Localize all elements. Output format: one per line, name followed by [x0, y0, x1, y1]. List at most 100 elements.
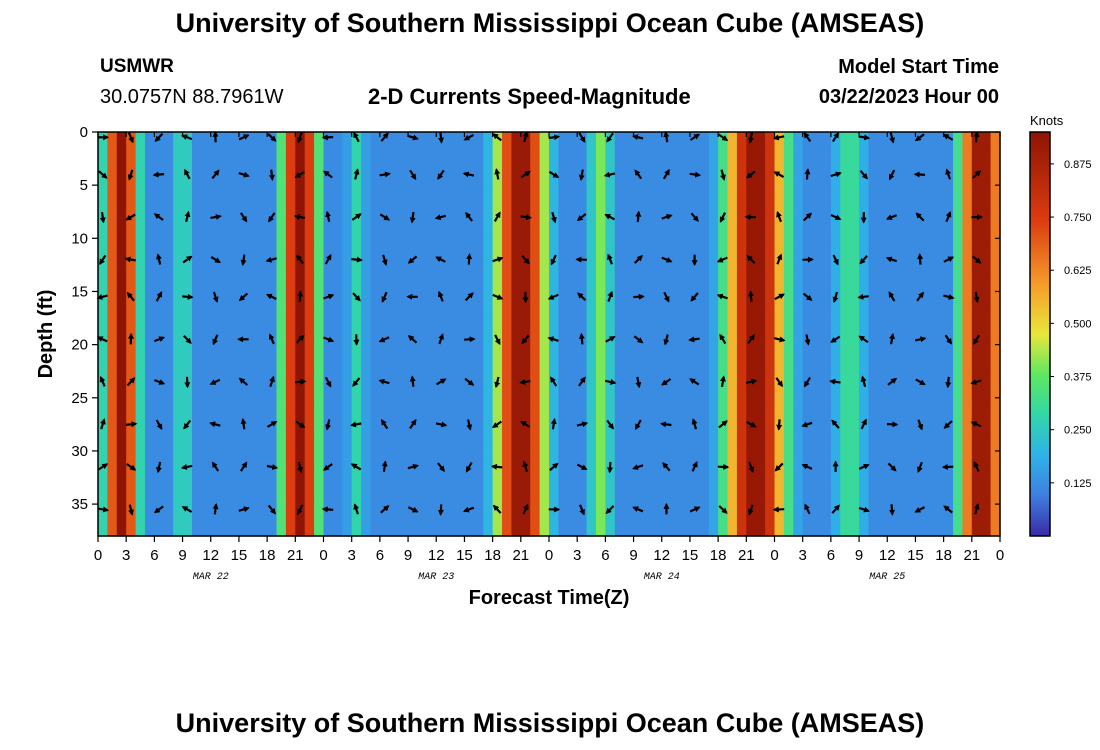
heat-cell — [229, 365, 240, 378]
heat-cell — [417, 376, 428, 388]
heat-cell — [868, 185, 879, 197]
heat-cell — [774, 472, 785, 484]
heat-cell — [567, 259, 578, 271]
heat-cell — [661, 387, 672, 399]
heat-cell — [699, 174, 710, 186]
heat-cell — [351, 525, 362, 537]
heat-cell — [173, 504, 184, 516]
heat-cell — [896, 259, 907, 271]
current-vector-arrow — [831, 131, 840, 143]
current-vector-arrow — [915, 212, 925, 222]
heat-cell — [323, 344, 334, 356]
heat-cell — [398, 195, 409, 208]
heat-cell — [605, 163, 616, 176]
heat-cell — [107, 397, 118, 410]
heat-cell — [746, 450, 757, 463]
heat-cell — [567, 291, 578, 303]
heat-cell — [830, 280, 841, 293]
heat-cell — [699, 429, 710, 441]
heat-cell — [436, 227, 447, 239]
heat-cell — [783, 355, 794, 367]
station-coordinates: 30.0757N 88.7961W — [100, 86, 284, 108]
heat-cell — [812, 334, 823, 346]
heat-cell — [765, 174, 776, 186]
x-tick-label: 9 — [629, 547, 637, 564]
heat-cell — [173, 514, 184, 526]
heat-cell — [267, 365, 278, 378]
current-vector-arrow — [321, 506, 334, 513]
heat-cell — [802, 525, 813, 537]
heat-cell — [398, 514, 409, 526]
heat-cell — [906, 472, 917, 484]
heat-cell — [896, 504, 907, 516]
heat-cell — [304, 142, 315, 154]
heat-cell — [953, 248, 964, 261]
heat-cell — [906, 334, 917, 346]
heat-cell — [126, 259, 137, 271]
heat-cell — [990, 238, 1001, 250]
current-vector-arrow — [297, 461, 304, 474]
heat-cell — [370, 408, 381, 420]
heat-cell — [464, 482, 475, 495]
heat-cell — [990, 525, 1001, 537]
heat-cell — [238, 429, 249, 441]
heat-cell — [624, 429, 635, 441]
heat-cell — [173, 450, 184, 463]
heat-cell — [267, 185, 278, 197]
heat-cell — [971, 302, 982, 314]
heat-cell — [295, 514, 306, 526]
heat-cell — [849, 504, 860, 516]
heat-cell — [934, 472, 945, 484]
heat-cell — [257, 440, 268, 452]
heat-cell — [220, 206, 231, 218]
heat-cell — [746, 482, 757, 495]
heat-cell — [520, 206, 531, 218]
heat-cell — [624, 195, 635, 208]
heat-cell — [990, 163, 1001, 176]
heat-cell — [567, 408, 578, 420]
x-tick-label: 12 — [653, 547, 670, 564]
x-tick-label: 15 — [682, 547, 699, 564]
heat-cell — [163, 376, 174, 388]
heat-cell — [802, 312, 813, 324]
current-vector-arrow — [409, 169, 417, 181]
heat-cell — [455, 132, 466, 144]
heat-cell — [689, 323, 700, 335]
heat-cell — [539, 461, 550, 473]
heat-cell — [689, 493, 700, 505]
heat-cell — [483, 397, 494, 410]
current-vector-arrow — [804, 168, 811, 180]
heat-cell — [276, 355, 287, 367]
heat-cell — [417, 227, 428, 239]
heat-cell — [238, 472, 249, 484]
heat-cell — [746, 312, 757, 324]
heat-cell — [765, 291, 776, 303]
heat-cell — [981, 355, 992, 367]
heat-cell — [614, 525, 625, 537]
heat-cell — [830, 174, 841, 186]
heat-cell — [840, 312, 851, 324]
heat-cell — [473, 174, 484, 186]
heat-cell — [830, 142, 841, 154]
heat-cell — [314, 344, 325, 356]
heat-cell — [840, 514, 851, 526]
heat-cell — [840, 302, 851, 314]
heat-cell — [530, 259, 541, 271]
heat-cell — [793, 248, 804, 261]
heat-cell — [934, 493, 945, 505]
heat-cell — [229, 376, 240, 388]
heat-cell — [492, 514, 503, 526]
heat-cell — [718, 185, 729, 197]
heat-cell — [727, 493, 738, 505]
heat-cell — [924, 323, 935, 335]
heat-cell — [549, 397, 559, 410]
heat-cell — [502, 227, 513, 239]
heat-cell — [549, 440, 559, 452]
heat-cell — [642, 440, 653, 452]
heat-cell — [163, 206, 174, 218]
heat-cell — [257, 387, 268, 399]
current-vector-arrow — [576, 213, 587, 222]
heat-cell — [859, 206, 870, 218]
heat-cell — [793, 525, 804, 537]
heat-cell — [530, 185, 541, 197]
